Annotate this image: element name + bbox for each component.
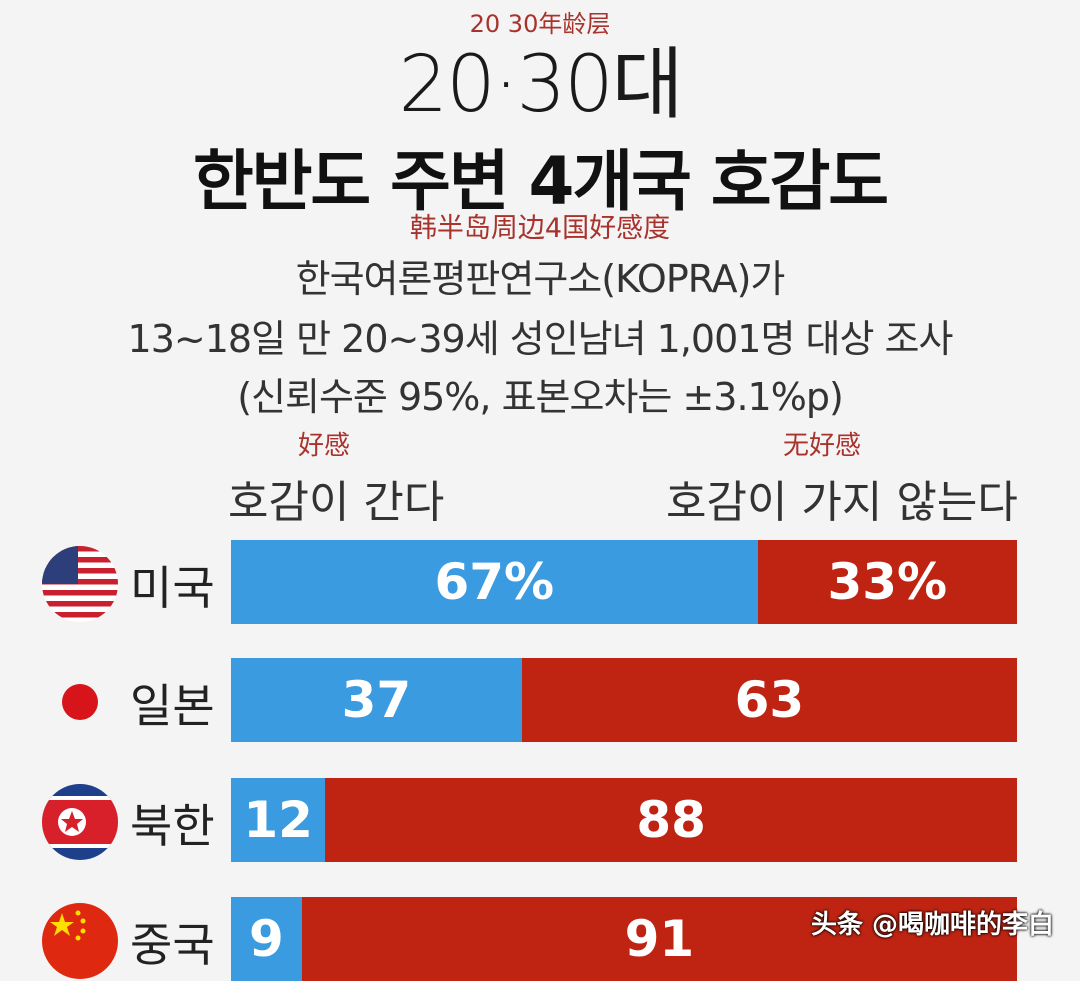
stacked-bar: 67% 33% — [231, 540, 1017, 624]
legend-negative-cn: 无好感 — [783, 431, 862, 461]
legend-positive: 호감이 간다 — [228, 477, 445, 528]
category-label: 북한 — [130, 799, 215, 853]
bar-row: 미국 67% 33% — [0, 540, 1080, 624]
japan-flag-icon — [42, 664, 118, 740]
bar-segment-positive: 9 — [231, 897, 302, 981]
bar-segment-negative: 63 — [521, 658, 1017, 742]
category-label: 일본 — [130, 679, 215, 733]
data-label: 37 — [341, 671, 412, 729]
watermark: 头条 @喝咖啡的李白 — [810, 910, 1054, 940]
data-label: 88 — [636, 791, 706, 849]
survey-details: 13~18일 만 20~39세 성인남녀 1,001명 대상 조사 — [127, 317, 954, 361]
bar-segment-positive: 67% — [231, 540, 758, 624]
data-label: 9 — [248, 910, 284, 968]
bar-row: 북한 12 88 — [0, 778, 1080, 862]
usa-flag-icon — [42, 546, 118, 622]
survey-margin: (신뢰수준 95%, 표본오차는 ±3.1%p) — [237, 375, 844, 419]
bar-row: 일본 37 63 — [0, 658, 1080, 742]
north-korea-flag-icon — [42, 784, 118, 860]
data-label: 91 — [624, 910, 695, 968]
stacked-bar: 12 88 — [231, 778, 1017, 862]
chart-title-cn: 韩半岛周边4国好感度 — [409, 213, 671, 244]
survey-source: 한국여론평판연구소(KOPRA)가 — [295, 257, 786, 301]
data-label: 63 — [734, 671, 805, 729]
data-label: 12 — [243, 791, 313, 849]
data-label: 67% — [434, 553, 555, 611]
chart-title: 한반도 주변 4개국 호감도 — [192, 143, 889, 220]
stacked-bar: 37 63 — [231, 658, 1017, 742]
age-group-annotation-cn: 20 30年龄层 — [469, 10, 611, 38]
legend-positive-cn: 好感 — [298, 431, 351, 461]
bar-segment-negative: 33% — [757, 540, 1017, 624]
bar-segment-positive: 37 — [231, 658, 522, 742]
bar-segment-negative: 88 — [325, 778, 1017, 862]
category-label: 중국 — [130, 918, 215, 972]
china-flag-icon — [42, 903, 118, 979]
age-group-heading: 20·30대 — [398, 40, 683, 130]
data-label: 33% — [827, 553, 948, 611]
category-label: 미국 — [130, 561, 215, 615]
bar-segment-positive: 12 — [231, 778, 326, 862]
legend-negative: 호감이 가지 않는다 — [666, 477, 1018, 528]
